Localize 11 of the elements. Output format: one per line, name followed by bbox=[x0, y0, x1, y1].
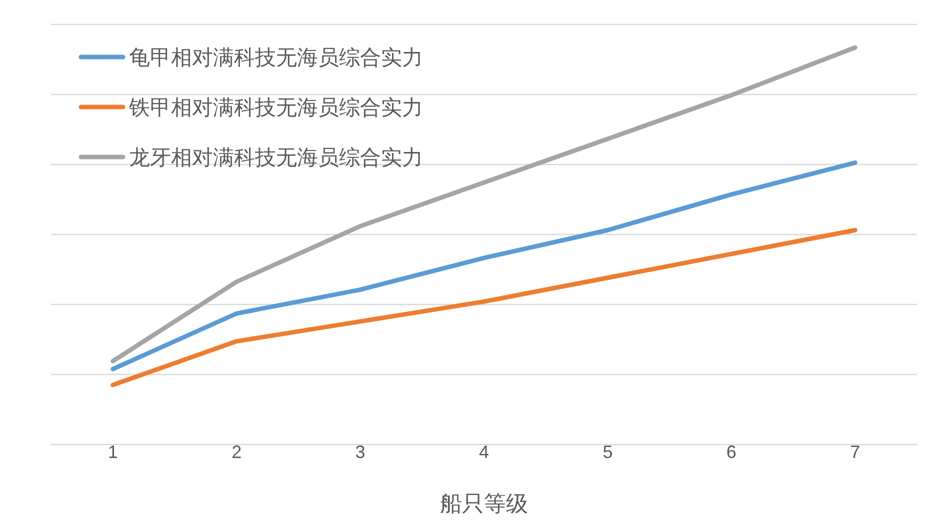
x-tick-label: 2 bbox=[232, 442, 242, 462]
x-tick-label: 6 bbox=[726, 442, 736, 462]
x-tick-label: 4 bbox=[478, 442, 490, 462]
x-tick-label: 7 bbox=[850, 442, 860, 462]
x-tick-label: 5 bbox=[602, 442, 613, 462]
legend-label: 龟甲相对满科技无海员综合实力 bbox=[129, 46, 423, 70]
legend-label: 龙牙相对满科技无海员综合实力 bbox=[129, 146, 423, 170]
x-tick-label: 1 bbox=[108, 442, 118, 462]
xlabel: 船只等级 bbox=[440, 491, 528, 516]
legend-label: 铁甲相对满科技无海员综合实力 bbox=[128, 96, 423, 120]
x-tick-label: 3 bbox=[355, 442, 366, 462]
